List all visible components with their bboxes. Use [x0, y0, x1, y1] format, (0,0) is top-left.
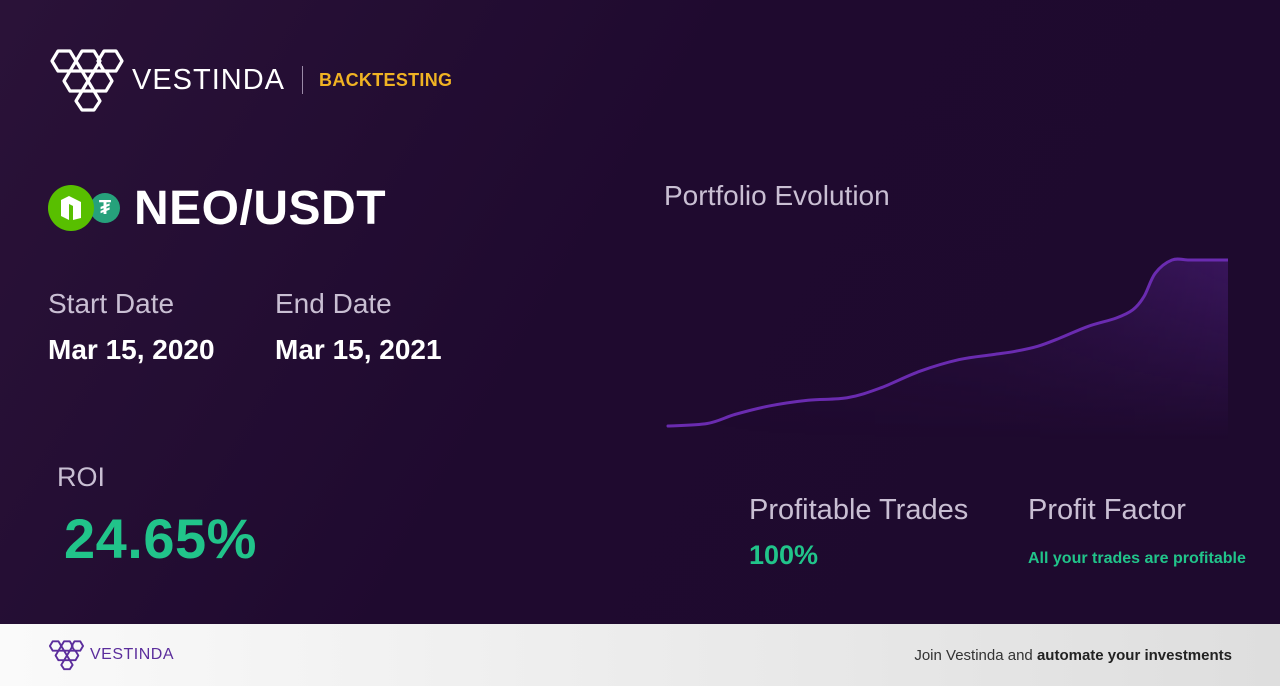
pair-name: NEO/USDT — [134, 181, 387, 235]
vestinda-logo-icon — [50, 49, 124, 112]
start-date-label: Start Date — [48, 288, 175, 319]
end-date-block: End Date Mar 15, 2021 — [275, 288, 442, 366]
end-date-label: End Date — [275, 288, 392, 319]
footer-bar: VESTINDA Join Vestinda and automate your… — [0, 624, 1280, 686]
footer-cta-bold: automate your investments — [1036, 646, 1232, 664]
footer-cta[interactable]: Join Vestinda and automate your investme… — [914, 647, 1232, 664]
profitable-trades-value: 100% — [749, 540, 819, 570]
vestinda-logo-icon — [48, 640, 84, 671]
portfolio-area — [668, 259, 1228, 440]
portfolio-line — [666, 257, 1228, 428]
brand-divider — [302, 66, 304, 94]
portfolio-chart — [666, 257, 1228, 440]
roi-value: 24.65% — [64, 507, 257, 570]
footer-cta-prefix: Join Vestinda and — [914, 646, 1037, 664]
brand-tag: BACKTESTING — [319, 69, 453, 90]
trading-pair: ₮ NEO/USDT — [48, 180, 386, 236]
brand-header: VESTINDA BACKTESTING — [48, 48, 452, 112]
footer-brand-name: VESTINDA — [90, 646, 175, 663]
backtest-card: VESTINDA BACKTESTING ₮ NEO/USDT Start Da… — [0, 0, 1280, 624]
footer-brand[interactable]: VESTINDA — [48, 639, 174, 671]
brand-name: VESTINDA — [132, 63, 286, 96]
roi-label: ROI — [57, 462, 106, 492]
start-date-block: Start Date Mar 15, 2020 — [48, 288, 215, 366]
profit-factor-value: All your trades are profitable — [1028, 550, 1246, 567]
profit-factor-label: Profit Factor — [1028, 494, 1186, 526]
start-date-value: Mar 15, 2020 — [48, 334, 215, 365]
end-date-value: Mar 15, 2021 — [275, 334, 442, 365]
neo-coin-icon — [48, 185, 94, 231]
profitable-trades-label: Profitable Trades — [749, 494, 969, 526]
tether-coin-icon: ₮ — [90, 193, 120, 223]
chart-title: Portfolio Evolution — [664, 180, 890, 211]
